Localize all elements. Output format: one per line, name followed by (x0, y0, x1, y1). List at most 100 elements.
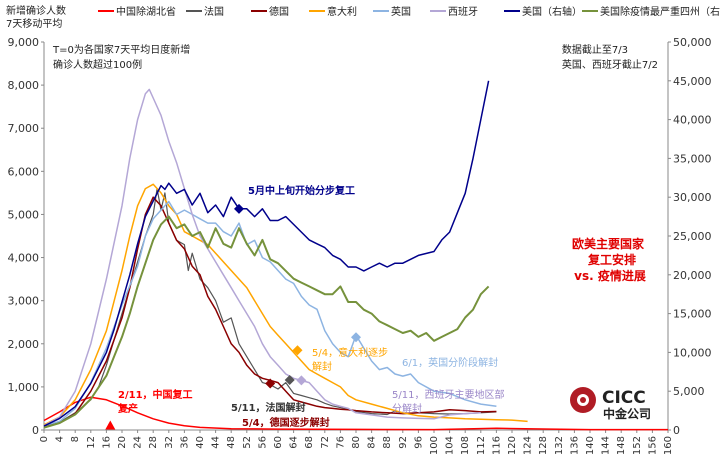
left-tick-label: 2,000 (8, 338, 40, 351)
left-tick-label: 8,000 (8, 79, 40, 92)
note-left-line1: T=0为各国家7天平均日度新增 (52, 43, 190, 56)
x-tick-label: 120 (507, 436, 518, 455)
x-tick-label: 112 (476, 436, 487, 455)
x-tick-label: 104 (445, 436, 456, 455)
legend-label-6: 美国（右轴） (522, 5, 582, 18)
annotation-1: 5/11，法国解封 (231, 401, 306, 414)
right-tick-label: 40,000 (673, 114, 712, 127)
annotation-5: 5/11，西班牙主要地区部 (392, 388, 504, 401)
x-tick-label: 96 (413, 436, 424, 449)
annotation-3-line2: 解封 (312, 360, 332, 373)
x-tick-label: 8 (70, 436, 81, 442)
x-tick-label: 52 (242, 436, 253, 449)
x-tick-label: 72 (320, 436, 331, 449)
annotation-2: 5/4，德国逐步解封 (242, 416, 330, 429)
right-tick-label: 0 (673, 424, 680, 437)
cicc-logo-icon-core (580, 397, 586, 403)
legend-label-3: 意大利 (327, 5, 357, 18)
note-left-line2: 确诊人数超过100例 (53, 58, 142, 71)
legend-label-7: 美国除疫情最严重四州（右轴） (600, 5, 720, 18)
annotation-4: 6/1，英国分阶段解封 (402, 356, 498, 369)
series-line-4 (43, 200, 497, 427)
x-tick-label: 76 (335, 436, 346, 449)
x-tick-label: 100 (429, 436, 440, 455)
right-tick-label: 15,000 (673, 308, 712, 321)
event-marker-1 (284, 374, 295, 385)
x-tick-label: 28 (148, 436, 159, 449)
annotation-3: 5/4，意大利逐步 (312, 346, 388, 359)
x-tick-label: 24 (133, 436, 144, 449)
x-tick-label: 156 (647, 436, 658, 455)
cicc-logo: CICC 中金公司 (570, 387, 651, 421)
legend-label-0: 中国除湖北省 (116, 5, 176, 18)
right-tick-label: 50,000 (673, 36, 712, 49)
x-tick-label: 60 (273, 436, 284, 449)
x-tick-label: 56 (257, 436, 268, 449)
x-tick-label: 64 (289, 436, 300, 449)
event-marker-2 (265, 378, 276, 389)
x-tick-label: 144 (601, 436, 612, 455)
x-tick-label: 4 (55, 436, 66, 442)
x-tick-label: 20 (117, 436, 128, 449)
x-tick-label: 124 (523, 436, 534, 455)
x-tick-label: 88 (382, 436, 393, 449)
left-axis-label-line2: 7天移动平均 (6, 17, 62, 30)
legend-label-4: 英国 (391, 5, 411, 18)
annotation-6: 5月中上旬开始分步复工 (248, 184, 355, 197)
right-tick-label: 45,000 (673, 75, 712, 88)
x-tick-label: 44 (211, 436, 222, 449)
x-tick-label: 0 (39, 436, 50, 442)
x-tick-label: 48 (226, 436, 237, 449)
event-marker-3 (292, 345, 303, 356)
right-title-line1: 欧美主要国家 (572, 236, 645, 251)
series-line-6 (43, 80, 490, 427)
annotation-0: 2/11，中国复工 (118, 388, 193, 401)
annotation-0-line2: 复产 (117, 402, 138, 415)
left-tick-label: 6,000 (8, 165, 40, 178)
x-tick-label: 32 (164, 436, 175, 449)
left-tick-label: 9,000 (8, 36, 40, 49)
left-tick-label: 1,000 (8, 381, 40, 394)
series-line-7 (43, 215, 490, 429)
event-marker-4 (351, 332, 361, 343)
event-marker-5 (296, 375, 307, 386)
event-markers (105, 203, 361, 430)
plot-area (43, 80, 668, 431)
x-tick-label: 16 (101, 436, 112, 449)
x-tick-label: 132 (554, 436, 565, 455)
x-tick-label: 40 (195, 436, 206, 449)
right-title-line2: 复工安排 (587, 252, 636, 267)
right-tick-label: 30,000 (673, 191, 712, 204)
left-tick-label: 0 (32, 424, 39, 437)
x-tick-label: 108 (460, 436, 471, 455)
event-marker-6 (234, 203, 244, 214)
cicc-logo-subtext: 中金公司 (603, 406, 651, 421)
cicc-logo-text: CICC (602, 388, 646, 408)
left-tick-label: 3,000 (8, 295, 40, 308)
annotation-5-line2: 分解封 (392, 402, 422, 415)
left-axis-label-line1: 新增确诊人数 (6, 4, 66, 17)
x-tick-label: 84 (367, 436, 378, 449)
legend: 中国除湖北省 法国 德国 意大利 英国 西班牙 美国（右轴） 美国除疫情最严重四州（右轴） (98, 5, 720, 18)
x-tick-label: 140 (585, 436, 596, 455)
legend-label-1: 法国 (204, 5, 224, 18)
x-tick-label: 92 (398, 436, 409, 449)
note-right-line2: 英国、西班牙截止7/2 (562, 58, 658, 71)
x-tick-label: 160 (663, 436, 674, 455)
x-tick-label: 148 (616, 436, 627, 455)
series-line-5 (43, 88, 481, 427)
x-tick-label: 68 (304, 436, 315, 449)
series-line-0 (43, 396, 668, 431)
right-title-line3: vs. 疫情进展 (574, 268, 646, 283)
legend-label-5: 西班牙 (448, 6, 478, 18)
right-tick-label: 35,000 (673, 152, 712, 165)
x-tick-label: 80 (351, 436, 362, 449)
series-line-3 (43, 183, 528, 426)
right-tick-label: 25,000 (673, 230, 712, 243)
x-tick-label: 116 (491, 436, 502, 455)
right-tick-label: 10,000 (673, 346, 712, 359)
left-tick-label: 4,000 (8, 252, 40, 265)
x-tick-label: 36 (179, 436, 190, 449)
